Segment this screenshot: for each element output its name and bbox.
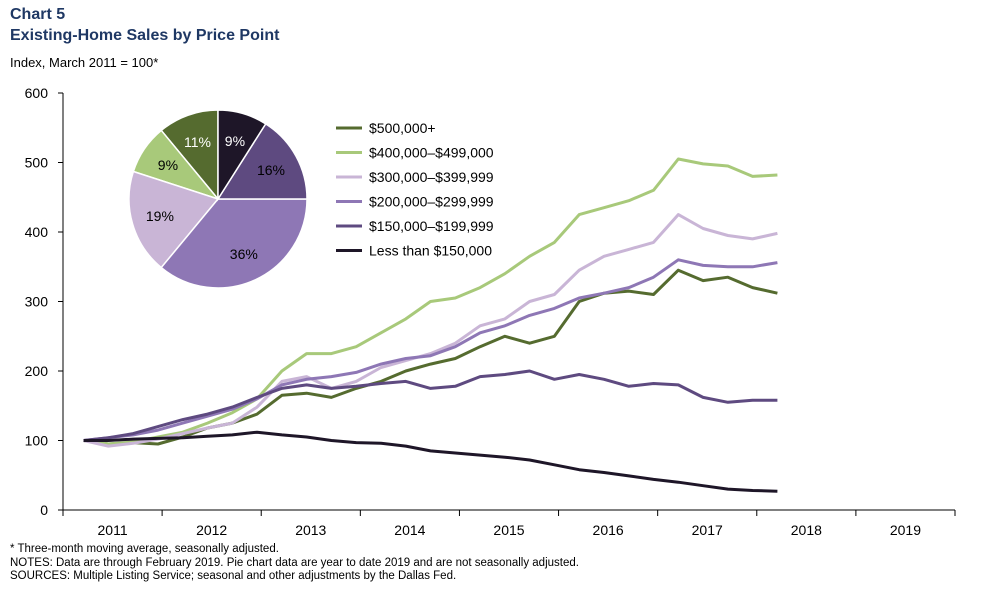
- footnote: * Three-month moving average, seasonally…: [10, 543, 279, 555]
- legend-label: Less than $150,000: [369, 243, 492, 259]
- series-line-5: [83, 430, 778, 493]
- x-tick-label: 2014: [394, 522, 425, 538]
- y-axis: 0 100 200 300 400 500 600: [25, 85, 64, 518]
- pie-label: 19%: [146, 208, 174, 224]
- legend-label: $400,000–$499,000: [369, 145, 494, 161]
- legend-label: $200,000–$299,999: [369, 194, 494, 210]
- chart-number: Chart 5: [10, 6, 66, 23]
- y-tick-label: 0: [40, 502, 48, 518]
- pie-label: 9%: [225, 133, 245, 149]
- y-tick-label: 200: [25, 363, 49, 379]
- series-line-1: [83, 157, 778, 446]
- legend: $500,000+ $400,000–$499,000 $300,000–$399,…: [336, 120, 494, 259]
- pie-label: 36%: [230, 246, 258, 262]
- series-lines: [83, 157, 778, 493]
- x-tick-label: 2017: [692, 522, 723, 538]
- pie-slice-2: [128, 170, 220, 269]
- pie-label: 16%: [257, 162, 285, 178]
- x-tick-label: 2012: [196, 522, 227, 538]
- x-tick-label: 2011: [98, 522, 128, 538]
- legend-label: $500,000+: [369, 120, 436, 136]
- series-line-2: [83, 213, 778, 448]
- series-line-3: [83, 258, 778, 442]
- pie-slice-4: [216, 122, 308, 200]
- x-tick-label: 2013: [295, 522, 326, 538]
- sources-line: SOURCES: Multiple Listing Service; seaso…: [10, 570, 457, 582]
- series-line-4: [83, 369, 778, 442]
- x-tick-label: 2016: [593, 522, 624, 538]
- legend-label: $300,000–$399,999: [369, 169, 494, 185]
- notes-line: NOTES: Data are through February 2019. P…: [10, 556, 579, 569]
- x-tick-label: 2019: [890, 522, 921, 538]
- y-tick-label: 100: [25, 433, 49, 449]
- x-axis: 2011 2012 2013 2014 2015 2016 2017 2018 2019: [62, 509, 956, 538]
- pie-label: 11%: [184, 134, 211, 150]
- pie-label: 9%: [158, 157, 178, 173]
- pie-chart: 11% 9% 19% 36% 16% 9%: [128, 109, 308, 289]
- y-tick-label: 400: [25, 224, 49, 240]
- y-tick-label: 500: [25, 155, 49, 171]
- pie-slice-3: [160, 198, 308, 289]
- legend-label: $150,000–$199,999: [369, 218, 494, 234]
- y-tick-label: 300: [25, 294, 49, 310]
- x-tick-label: 2018: [791, 522, 822, 538]
- chart-subtitle: Index, March 2011 = 100*: [10, 55, 159, 70]
- chart-notes: * Three-month moving average, seasonally…: [10, 543, 579, 584]
- chart-title: Existing-Home Sales by Price Point: [10, 27, 280, 44]
- y-tick-label: 600: [25, 85, 49, 101]
- pie-slice-5: [217, 109, 267, 202]
- x-tick-label: 2015: [493, 522, 524, 538]
